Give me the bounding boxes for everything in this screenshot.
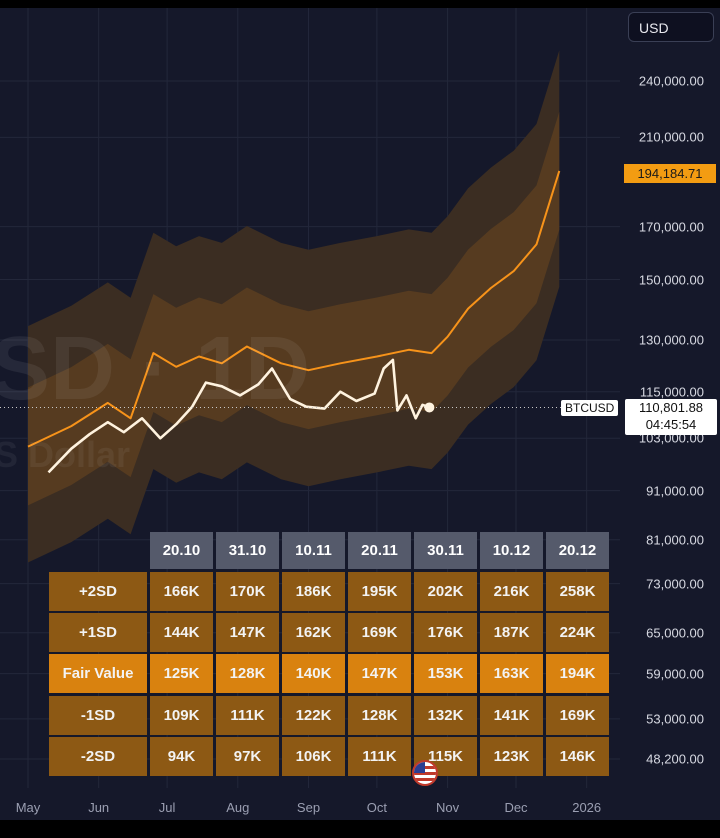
y-tick-label: 65,000.00 bbox=[646, 625, 704, 641]
date-header-cell: 20.12 bbox=[546, 532, 609, 569]
date-header-cell: 30.11 bbox=[414, 532, 477, 569]
btcusd-symbol-tag: BTCUSD bbox=[561, 400, 619, 416]
row-label-cell: -1SD bbox=[49, 696, 147, 735]
value-cell: 163K bbox=[480, 654, 543, 693]
value-cell: 153K bbox=[414, 654, 477, 693]
x-tick-label: Nov bbox=[436, 800, 460, 815]
date-header-cell: 20.10 bbox=[150, 532, 213, 569]
y-tick-label: 240,000.00 bbox=[638, 73, 704, 89]
date-header-cell: 10.11 bbox=[282, 532, 345, 569]
value-cell: 224K bbox=[546, 613, 609, 652]
last-price-tag: 194,184.71 bbox=[624, 164, 716, 183]
date-header-cell: 10.12 bbox=[480, 532, 543, 569]
date-header-cell: 20.11 bbox=[348, 532, 411, 569]
row-label-cell: -2SD bbox=[49, 737, 147, 776]
x-tick-label: Oct bbox=[366, 800, 388, 815]
x-tick-label: Dec bbox=[504, 800, 528, 815]
symbol-watermark-subtitle: S Dollar bbox=[0, 434, 131, 475]
btcusd-countdown: 04:45:54 bbox=[645, 417, 697, 432]
value-cell: 162K bbox=[282, 613, 345, 652]
y-tick-label: 73,000.00 bbox=[646, 576, 704, 592]
row-label-cell: +1SD bbox=[49, 613, 147, 652]
x-tick-label: Sep bbox=[296, 800, 321, 815]
y-tick-label: 115,000.00 bbox=[639, 384, 704, 400]
symbol-watermark: SD · 1D bbox=[0, 319, 311, 419]
btcusd-price-line bbox=[47, 358, 430, 474]
date-header-cell: 31.10 bbox=[216, 532, 279, 569]
y-tick-label: 48,200.00 bbox=[646, 751, 704, 767]
value-cell: 140K bbox=[282, 654, 345, 693]
row-label-cell: Fair Value bbox=[49, 654, 147, 693]
btcusd-price-box: 110,801.88 04:45:54 bbox=[625, 399, 717, 435]
value-cell: 97K bbox=[216, 737, 279, 776]
value-cell: 187K bbox=[480, 613, 543, 652]
value-cell: 144K bbox=[150, 613, 213, 652]
us-flag-icon[interactable] bbox=[412, 760, 438, 786]
y-tick-label: 81,000.00 bbox=[646, 532, 704, 548]
value-cell: 147K bbox=[348, 654, 411, 693]
value-cell: 166K bbox=[150, 572, 213, 611]
value-cell: 194K bbox=[546, 654, 609, 693]
value-cell: 170K bbox=[216, 572, 279, 611]
value-cell: 141K bbox=[480, 696, 543, 735]
row-label-cell: +2SD bbox=[49, 572, 147, 611]
value-cell: 186K bbox=[282, 572, 345, 611]
x-tick-label: Jun bbox=[88, 800, 110, 815]
y-tick-label: 150,000.00 bbox=[638, 272, 704, 287]
y-tick-label: 53,000.00 bbox=[646, 711, 704, 727]
value-cell: 128K bbox=[216, 654, 279, 693]
x-tick-label: May bbox=[15, 800, 41, 815]
btcusd-price: 110,801.88 bbox=[638, 400, 704, 415]
fair-value-line bbox=[27, 170, 561, 448]
y-tick-label: 170,000.00 bbox=[638, 219, 704, 235]
value-cell: 128K bbox=[348, 696, 411, 735]
currency-button[interactable]: USD bbox=[628, 12, 714, 42]
value-cell: 216K bbox=[480, 572, 543, 611]
y-tick-label: 91,000.00 bbox=[646, 483, 704, 499]
value-cell: 122K bbox=[282, 696, 345, 735]
value-cell: 94K bbox=[150, 737, 213, 776]
y-tick-label: 59,000.00 bbox=[646, 666, 704, 682]
x-tick-label: 2026 bbox=[572, 800, 602, 815]
value-cell: 195K bbox=[348, 572, 411, 611]
x-tick-label: Aug bbox=[226, 800, 250, 815]
value-cell: 146K bbox=[546, 737, 609, 776]
value-cell: 147K bbox=[216, 613, 279, 652]
value-cell: 202K bbox=[414, 572, 477, 611]
value-cell: 176K bbox=[414, 613, 477, 652]
value-cell: 111K bbox=[216, 696, 279, 735]
value-cell: 111K bbox=[348, 737, 411, 776]
value-cell: 258K bbox=[546, 572, 609, 611]
value-cell: 125K bbox=[150, 654, 213, 693]
y-tick-label: 210,000.00 bbox=[638, 129, 704, 145]
value-cell: 123K bbox=[480, 737, 543, 776]
value-cell: 169K bbox=[348, 613, 411, 652]
value-cell: 169K bbox=[546, 696, 609, 735]
value-cell: 132K bbox=[414, 696, 477, 735]
y-tick-label: 130,000.00 bbox=[638, 332, 704, 348]
current-price-dot bbox=[424, 402, 435, 413]
value-cell: 109K bbox=[150, 696, 213, 735]
sd2-band bbox=[28, 50, 560, 563]
value-cell: 106K bbox=[282, 737, 345, 776]
x-tick-label: Jul bbox=[158, 800, 176, 815]
